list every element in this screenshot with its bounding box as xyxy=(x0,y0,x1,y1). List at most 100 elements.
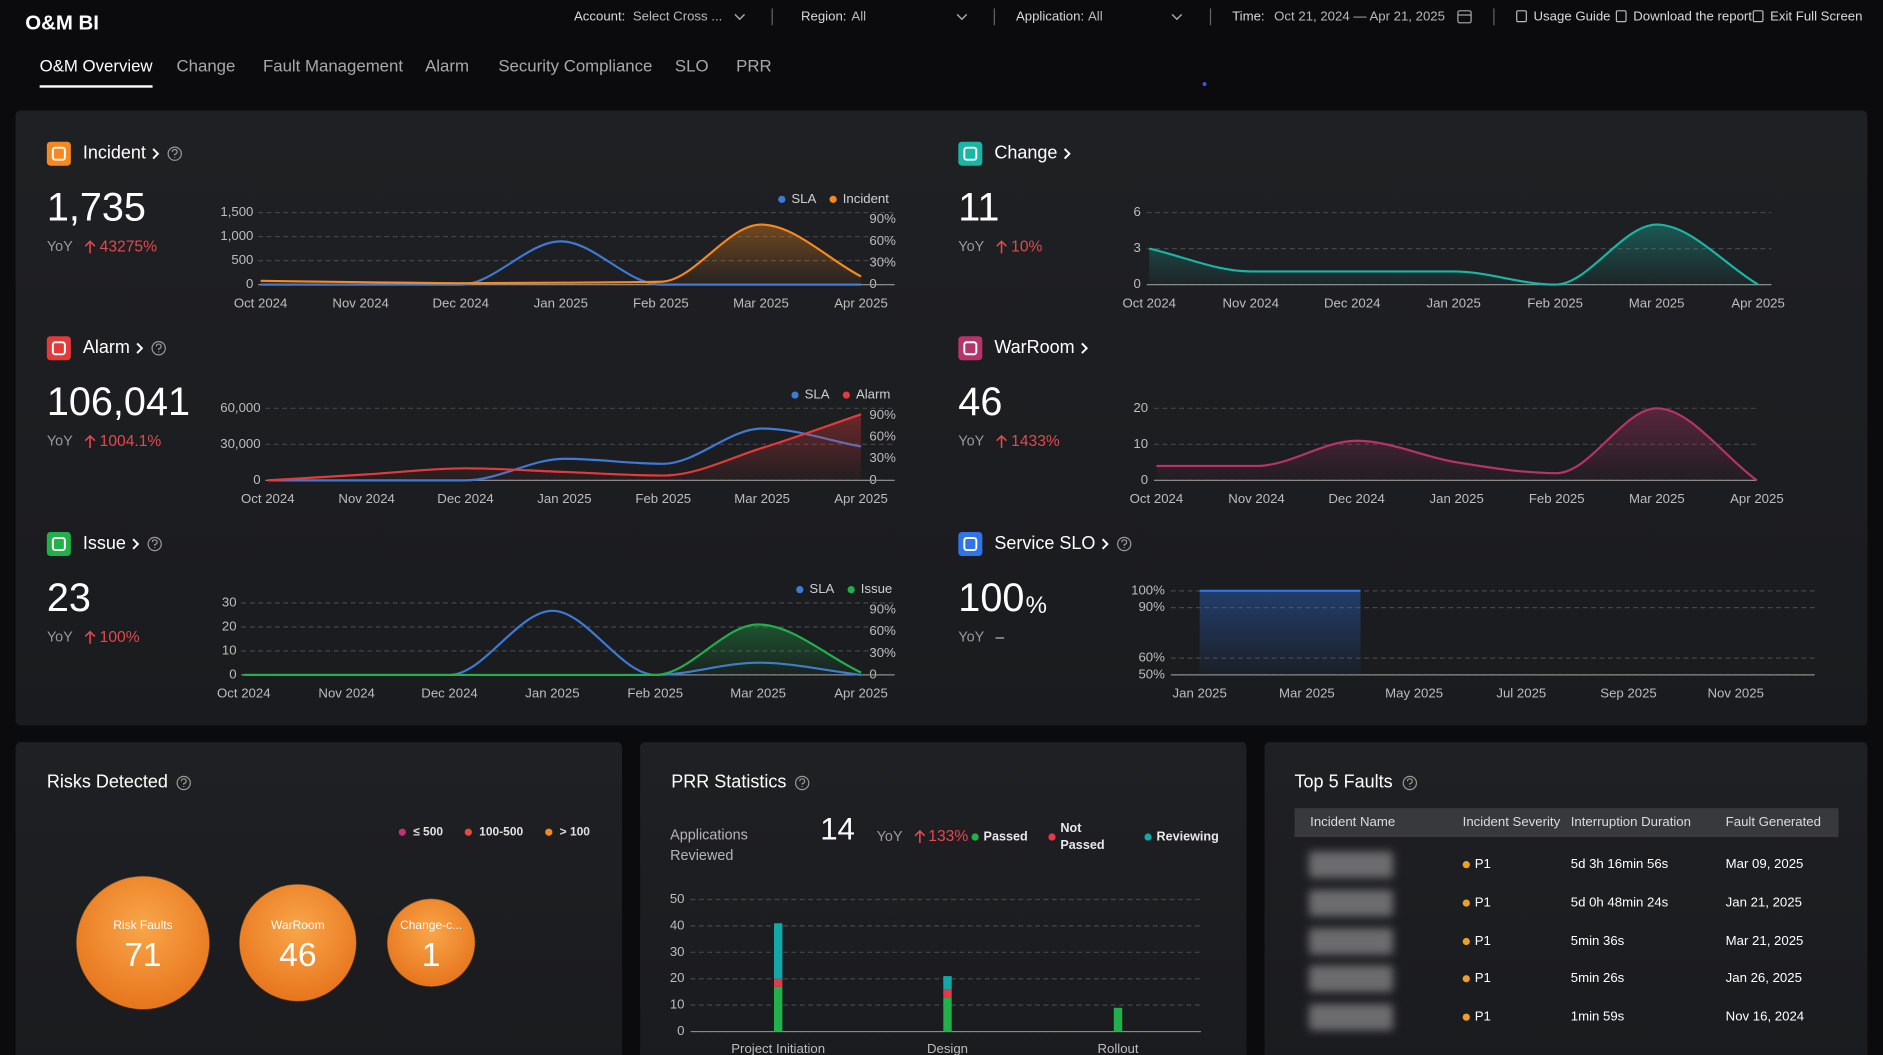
y-tick-label: 1,500 xyxy=(220,204,253,219)
x-tick-label: Jan 2025 xyxy=(525,686,579,701)
x-tick-label: Jan 2025 xyxy=(534,295,588,310)
card-icon xyxy=(46,336,71,361)
help-glyph xyxy=(155,343,162,353)
calendar-icon xyxy=(1457,10,1472,24)
yoy-value: 43275% xyxy=(100,239,157,256)
filter-label: Region: xyxy=(801,8,846,23)
nav-tab[interactable]: O&M Overview xyxy=(40,57,154,76)
yoy-value: 100% xyxy=(100,629,140,646)
table-header xyxy=(1294,808,1839,838)
header-action[interactable]: Download the report xyxy=(1633,8,1752,23)
x-tick-label: Oct 2024 xyxy=(1130,491,1184,506)
x-tick-label: Jan 2025 xyxy=(1427,295,1481,310)
legend-label-box: Not Passed xyxy=(1060,821,1104,852)
yoy-label: YoY xyxy=(47,239,73,255)
action-icon xyxy=(1615,10,1627,23)
kpi-value: 100 xyxy=(958,576,1024,620)
x-tick-label: Feb 2025 xyxy=(1527,295,1583,310)
table-cell: P1 xyxy=(1475,1009,1491,1024)
help-icon xyxy=(167,146,182,161)
nav-tab[interactable]: Fault Management xyxy=(263,57,403,76)
table-cell: Jan 21, 2025 xyxy=(1726,895,1802,910)
card-title[interactable]: Incident xyxy=(83,142,146,162)
kpi-value: 106,041 xyxy=(47,380,190,424)
help-glyph xyxy=(171,148,178,158)
bubble-value: 71 xyxy=(124,937,161,974)
x-tick-label: Jan 2025 xyxy=(537,491,591,506)
card-title[interactable]: Alarm xyxy=(83,337,130,357)
x-tick-label: Nov 2025 xyxy=(1708,686,1764,701)
legend-marker xyxy=(398,828,406,836)
reviewed-label-box: Applications Reviewed xyxy=(670,826,748,863)
action-icon xyxy=(1516,10,1527,23)
legend-label: SLA xyxy=(809,581,834,596)
column-header: Incident Severity xyxy=(1463,814,1561,829)
legend-label: 100-500 xyxy=(479,824,523,838)
table-cell: 5min 26s xyxy=(1571,970,1625,985)
filter-label: Time: xyxy=(1232,8,1264,23)
link-chevron xyxy=(132,538,140,550)
yoy-value: 1004.1% xyxy=(100,433,162,450)
x-tick-label: Rollout xyxy=(1098,1041,1139,1055)
nav-tab[interactable]: Security Compliance xyxy=(498,57,652,76)
action-icon xyxy=(1752,10,1764,23)
redacted-name xyxy=(1308,1003,1394,1031)
card-title[interactable]: WarRoom xyxy=(994,337,1074,357)
y-tick-label: 1,000 xyxy=(220,228,253,243)
legend-label: Passed xyxy=(983,829,1028,845)
x-tick-label: Dec 2024 xyxy=(1324,295,1380,310)
header-action[interactable]: Usage Guide xyxy=(1534,8,1611,23)
severity-dot xyxy=(1462,975,1470,983)
card-title[interactable]: Issue xyxy=(83,533,126,553)
filter-value[interactable]: All xyxy=(851,8,866,23)
column-header: Fault Generated xyxy=(1726,814,1821,829)
x-tick-label: Apr 2025 xyxy=(834,295,888,310)
nav-tab[interactable]: Alarm xyxy=(425,57,469,76)
card-title[interactable]: Service SLO xyxy=(994,533,1095,553)
y2-tick-label: 90% xyxy=(869,211,896,226)
y2-tick-label: 60% xyxy=(869,623,896,638)
bubble xyxy=(239,883,357,1002)
filter-value[interactable]: Select Cross ... xyxy=(633,8,722,23)
x-tick-label: Oct 2024 xyxy=(217,686,271,701)
header-action[interactable]: Exit Full Screen xyxy=(1770,8,1862,23)
kpi-unit: % xyxy=(1026,592,1047,619)
y2-tick-label: 90% xyxy=(869,602,896,617)
y2-tick-label: 0 xyxy=(869,666,876,681)
series-area xyxy=(1156,408,1757,481)
y2-tick-label: 30% xyxy=(869,645,896,660)
yoy-label: YoY xyxy=(47,434,73,450)
y-tick-label: 0 xyxy=(246,276,253,291)
filter-value[interactable]: All xyxy=(1088,8,1103,23)
card-icon xyxy=(958,532,983,557)
x-tick-label: Feb 2025 xyxy=(635,491,691,506)
card-title[interactable]: Change xyxy=(994,142,1057,162)
column-header: Interruption Duration xyxy=(1571,814,1691,829)
y2-tick-label: 30% xyxy=(869,254,896,269)
trend-arrow xyxy=(996,434,1007,448)
y-tick-label: 60,000 xyxy=(220,400,260,415)
nav-tab[interactable]: PRR xyxy=(736,57,771,76)
x-tick-label: Design xyxy=(927,1041,968,1055)
nav-tab[interactable]: SLO xyxy=(675,57,709,76)
card-icon xyxy=(958,336,983,361)
x-tick-label: Mar 2025 xyxy=(734,491,790,506)
series-line xyxy=(1149,223,1759,286)
help-glyph xyxy=(180,778,187,788)
overview-panel xyxy=(15,110,1868,726)
y-tick-label: 20 xyxy=(1133,400,1148,415)
series-area xyxy=(1149,224,1759,285)
table-cell: 1min 59s xyxy=(1571,1009,1625,1024)
filter-value[interactable]: Oct 21, 2024 — Apr 21, 2025 xyxy=(1274,8,1445,23)
help-icon xyxy=(1402,775,1418,791)
y2-tick-label: 90% xyxy=(869,407,896,422)
legend-label-box: Passed xyxy=(983,829,1028,845)
nav-tab[interactable]: Change xyxy=(177,57,236,76)
table-cell: 5d 0h 48min 24s xyxy=(1571,895,1669,910)
yoy-value: 10% xyxy=(1011,239,1042,256)
y-tick-label: 60% xyxy=(1138,650,1165,665)
legend-marker xyxy=(847,586,855,594)
x-tick-label: Dec 2024 xyxy=(437,491,493,506)
